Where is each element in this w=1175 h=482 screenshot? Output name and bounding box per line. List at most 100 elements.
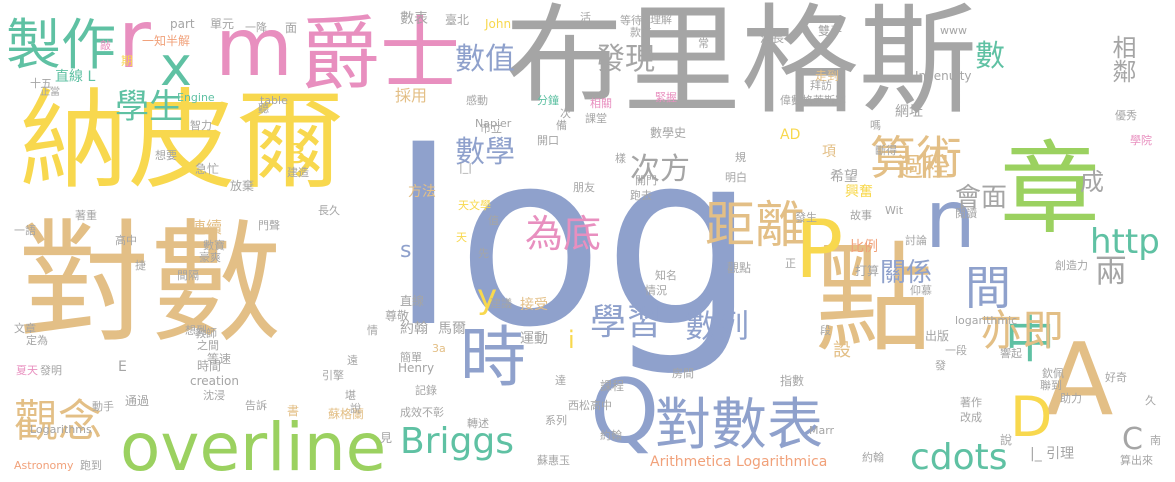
cloud-word: 章 bbox=[1000, 131, 1100, 248]
cloud-word: 學生 bbox=[115, 87, 183, 127]
cloud-word: 對數表 bbox=[655, 393, 823, 458]
cloud-word: logarithmic bbox=[955, 314, 1018, 327]
cloud-word: 急忙 bbox=[195, 162, 220, 176]
cloud-word: Marr bbox=[809, 424, 835, 437]
cloud-word: 閱讀 bbox=[955, 207, 977, 220]
cloud-word: 爵士 bbox=[300, 8, 460, 101]
cloud-word: 市立 bbox=[480, 122, 502, 135]
cloud-word: 先 bbox=[478, 247, 489, 260]
cloud-word: 運動 bbox=[520, 331, 548, 347]
cloud-word: 聽 bbox=[258, 102, 269, 115]
cloud-word: 感動 bbox=[466, 94, 488, 107]
cloud-word: 距離 bbox=[705, 196, 805, 254]
cloud-word: 建造 bbox=[287, 166, 309, 179]
cloud-word: 教師 bbox=[195, 327, 217, 340]
cloud-word: 開門 bbox=[635, 174, 657, 187]
cloud-word: 通過 bbox=[125, 394, 150, 408]
cloud-word: 觀念 bbox=[14, 396, 102, 447]
cloud-word: 明白 bbox=[725, 171, 747, 184]
cloud-word: 雙手 bbox=[818, 24, 843, 38]
cloud-word: AD bbox=[780, 127, 801, 143]
cloud-word: 定為 bbox=[26, 334, 48, 347]
cloud-word: 理解 bbox=[650, 13, 672, 26]
cloud-word: 課程 bbox=[600, 379, 625, 393]
cloud-word: 段 bbox=[820, 324, 831, 337]
cloud-word: 著作 bbox=[960, 396, 982, 409]
cloud-word: 方法 bbox=[408, 184, 436, 200]
cloud-word: B bbox=[287, 137, 307, 170]
cloud-word: 長久 bbox=[318, 204, 340, 217]
cloud-word: Astronomy bbox=[14, 459, 74, 472]
cloud-word: 製作 bbox=[6, 13, 117, 77]
cloud-word: 豪爽 bbox=[199, 251, 221, 264]
cloud-word: P bbox=[795, 203, 844, 296]
cloud-word: 臺北 bbox=[445, 13, 470, 27]
cloud-word: www bbox=[940, 24, 967, 37]
cloud-word: 南 bbox=[1150, 434, 1161, 447]
cloud-word: 打算 bbox=[855, 264, 880, 278]
cloud-word: 尊敬 bbox=[385, 309, 410, 323]
cloud-word: 項 bbox=[822, 144, 836, 160]
cloud-word: 響起 bbox=[1000, 347, 1022, 360]
cloud-word: 說 bbox=[350, 402, 361, 415]
cloud-word: 發明 bbox=[40, 364, 62, 377]
cloud-word: 設 bbox=[830, 340, 851, 358]
cloud-word: 系列 bbox=[545, 414, 567, 427]
cloud-word: 著重 bbox=[75, 209, 97, 222]
cloud-word: 次方 bbox=[630, 152, 690, 187]
cloud-word: 高中 bbox=[115, 234, 137, 247]
cloud-word: 課堂 bbox=[585, 112, 607, 125]
cloud-word: 久 bbox=[1145, 394, 1156, 407]
cloud-word: 想到 bbox=[185, 324, 207, 337]
cloud-word: 達 bbox=[555, 374, 566, 387]
cloud-word: 值 bbox=[488, 214, 499, 227]
cloud-word: 發 bbox=[935, 359, 946, 372]
cloud-word: 數學 bbox=[455, 135, 515, 170]
cloud-word: 分鐘 bbox=[537, 94, 559, 107]
cloud-word: part bbox=[170, 17, 195, 31]
cloud-word: D bbox=[1010, 385, 1053, 449]
cloud-word: 數值 bbox=[455, 42, 515, 77]
cloud-word: 為底 bbox=[525, 212, 602, 256]
cloud-word: creation bbox=[190, 374, 239, 388]
cloud-word: 對數 bbox=[18, 207, 282, 361]
cloud-word: table bbox=[260, 94, 288, 107]
cloud-word: E bbox=[118, 359, 127, 375]
cloud-word: 亦即 bbox=[980, 306, 1065, 355]
cloud-word: 學院 bbox=[1130, 134, 1152, 147]
cloud-word: 說 bbox=[1000, 433, 1013, 447]
cloud-word: n bbox=[925, 173, 976, 266]
cloud-word: |_ 引理 bbox=[1030, 446, 1075, 462]
cloud-word: overline bbox=[120, 409, 387, 482]
cloud-word: 蘇格蘭 bbox=[328, 407, 365, 421]
cloud-word: 智力 bbox=[190, 119, 212, 132]
cloud-word: 轉述 bbox=[467, 417, 489, 430]
cloud-word: 期 bbox=[121, 54, 134, 68]
cloud-word: i bbox=[568, 326, 575, 354]
cloud-word: 天 bbox=[456, 231, 467, 244]
cloud-word: 西松高中 bbox=[568, 399, 612, 412]
cloud-word: 想要 bbox=[155, 149, 177, 162]
cloud-word: 興奮 bbox=[845, 184, 873, 200]
cloud-word: Napier bbox=[475, 117, 512, 130]
cloud-word: 嗎 bbox=[870, 119, 881, 132]
cloud-word: 正當 bbox=[40, 87, 60, 98]
cloud-word: 偉數格萊斯罕 bbox=[780, 94, 846, 107]
cloud-word: 常 bbox=[698, 37, 709, 50]
cloud-word: 直線 L bbox=[55, 69, 96, 85]
cloud-word: 文章 bbox=[14, 322, 36, 335]
cloud-word: m bbox=[215, 1, 293, 94]
cloud-word: 3a bbox=[432, 342, 446, 355]
cloud-word: 放棄 bbox=[230, 179, 255, 193]
cloud-word: 房間 bbox=[672, 367, 694, 380]
cloud-word: 網址 bbox=[895, 104, 923, 120]
cloud-word: 希望 bbox=[830, 169, 858, 185]
cloud-word: 發現 bbox=[595, 42, 655, 77]
cloud-word: cdots bbox=[910, 437, 1008, 478]
cloud-word: 好奇 bbox=[1105, 371, 1127, 384]
cloud-word: 發生 bbox=[795, 211, 817, 224]
cloud-word: 捷 bbox=[135, 259, 146, 272]
cloud-word: 備 bbox=[556, 119, 567, 132]
cloud-word: 緊握 bbox=[655, 91, 677, 104]
